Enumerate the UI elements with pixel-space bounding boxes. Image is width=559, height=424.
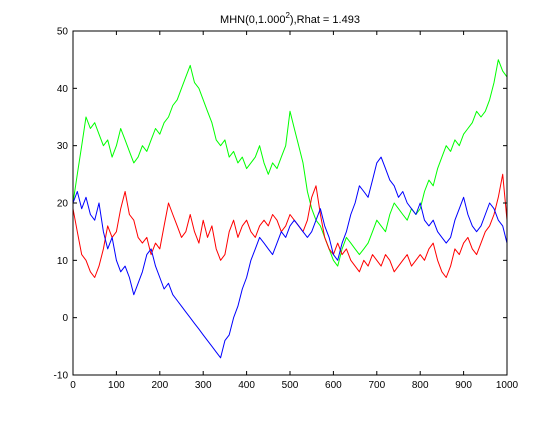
chart-title-exponent: 2 xyxy=(285,11,290,20)
chart-title-tail: ),Rhat = 1.493 xyxy=(290,14,360,26)
series-layer xyxy=(72,59,508,359)
x-tick-label: 800 xyxy=(412,380,429,391)
y-tick-label: 10 xyxy=(57,256,69,267)
series-line-1 xyxy=(72,59,508,267)
x-tick-label: 900 xyxy=(455,380,472,391)
x-tick-label: 500 xyxy=(282,380,299,391)
plot-background xyxy=(73,31,507,375)
x-tick-label: 600 xyxy=(325,380,342,391)
y-tick-label: 20 xyxy=(57,199,69,210)
chart-title-base: MHN(0,1.000 xyxy=(220,14,285,26)
axes-layer: 0 100 200 300 400 500 600 700 800 900 1000-1001020… xyxy=(54,27,519,392)
y-tick-label: 30 xyxy=(57,141,69,152)
series-line-2 xyxy=(72,173,508,278)
x-tick-label: 300 xyxy=(195,380,212,391)
x-tick-label: 200 xyxy=(151,380,168,391)
y-tick-label: 0 xyxy=(62,313,68,324)
y-tick-label: 50 xyxy=(57,27,69,38)
x-tick-label: 100 xyxy=(108,380,125,391)
x-tick-label: 0 xyxy=(70,380,76,391)
x-tick-label: 700 xyxy=(368,380,385,391)
x-tick-label: 400 xyxy=(238,380,255,391)
y-tick-label: -10 xyxy=(54,371,69,382)
chart-title: MHN(0,1.0002),Rhat = 1.493 xyxy=(220,11,360,26)
x-tick-label: 1000 xyxy=(496,380,519,391)
series-line-3 xyxy=(72,156,508,359)
y-tick-label: 40 xyxy=(57,84,69,95)
